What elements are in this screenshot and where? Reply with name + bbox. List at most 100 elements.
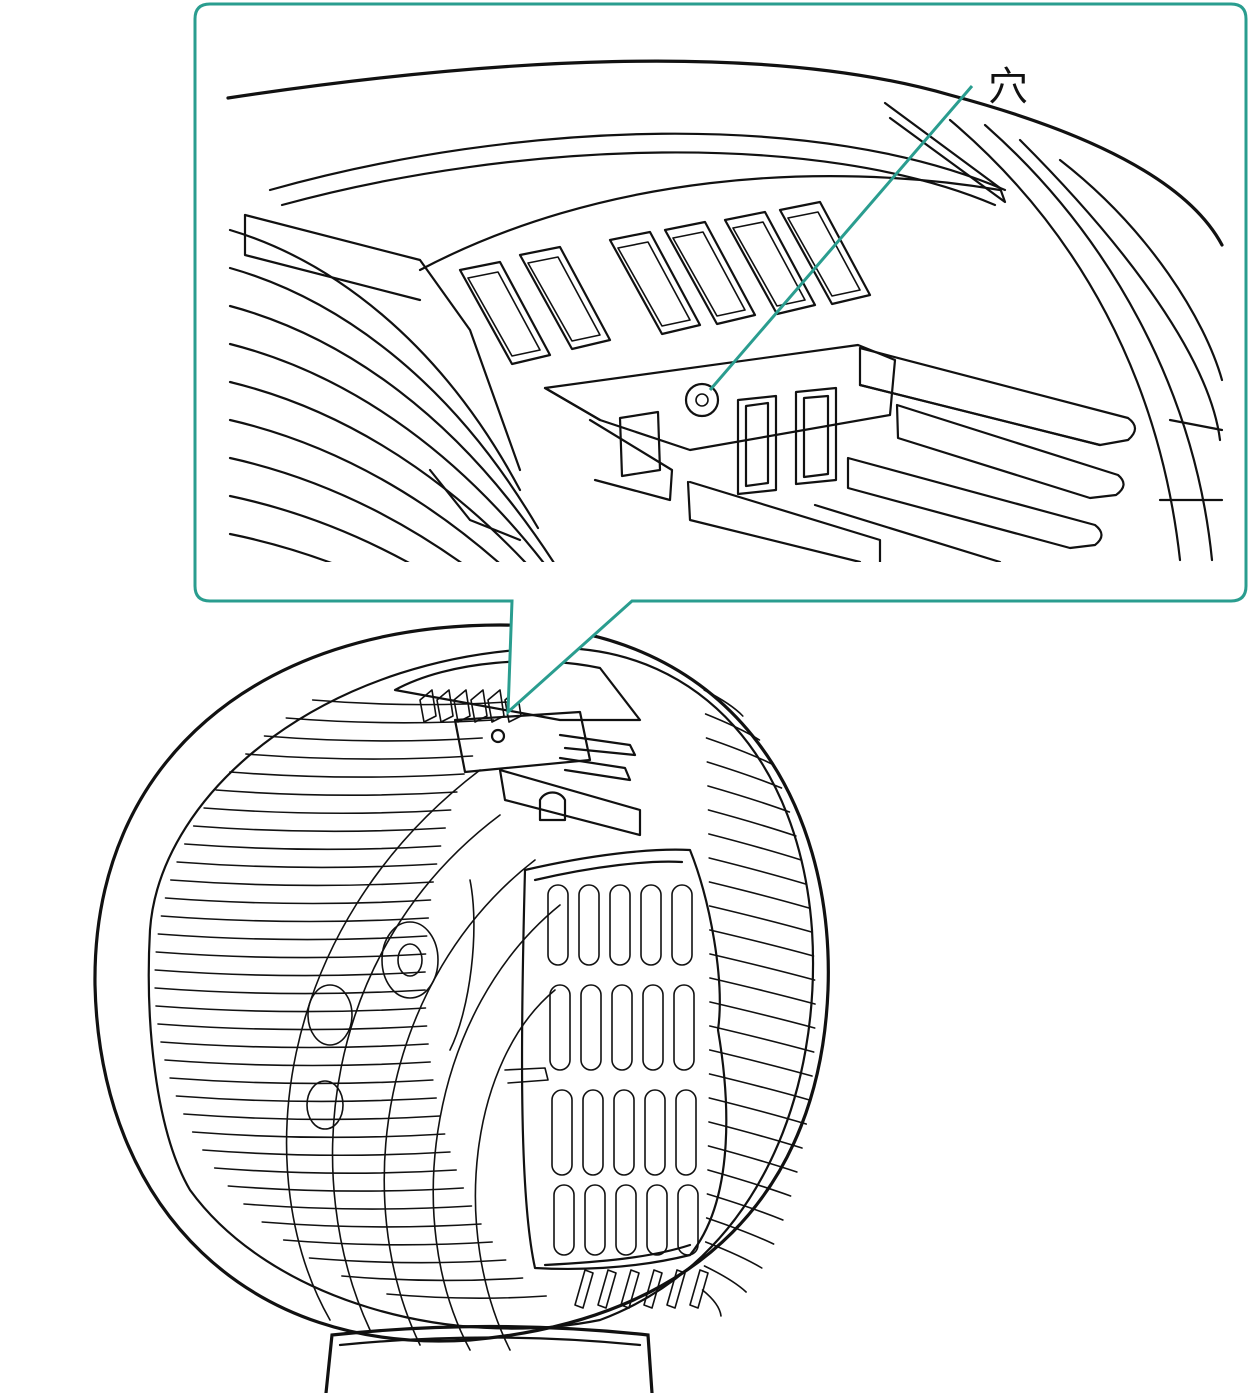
grille-slat <box>704 713 761 741</box>
panel-slot <box>615 1184 637 1256</box>
panel-slot <box>613 1089 635 1176</box>
panel-slot <box>578 884 600 966</box>
grille-slat <box>701 1289 722 1317</box>
panel-slot <box>611 984 633 1071</box>
panel-slot <box>675 1089 697 1176</box>
grille-slat <box>229 771 465 778</box>
shell-arc <box>228 418 500 562</box>
vent-opening <box>458 260 552 366</box>
grille-slat <box>707 809 797 837</box>
panel-slot <box>584 1184 606 1256</box>
panel-slot <box>574 1269 594 1309</box>
grille-slat <box>703 1265 747 1293</box>
panel-slot <box>553 1184 575 1256</box>
hole-marker-icon <box>684 382 720 418</box>
grille-slat <box>311 699 509 706</box>
panel-slot <box>580 984 602 1071</box>
vent-opening-inner <box>467 271 541 357</box>
grille-slat <box>160 1041 429 1049</box>
grille-slat <box>154 969 426 977</box>
panel-slot <box>646 1184 668 1256</box>
grille-slat <box>155 1005 427 1013</box>
panel-slot <box>547 884 569 966</box>
grille-slat <box>203 807 452 815</box>
vent-opening-inner <box>527 256 601 342</box>
grille-slat <box>160 915 430 923</box>
grille-slat <box>308 1257 507 1264</box>
vent-opening-inner <box>672 231 746 317</box>
vent-opening <box>778 200 872 306</box>
panel-slot <box>643 1269 663 1309</box>
fan-right-slats <box>701 689 816 1317</box>
grille-slat <box>202 1149 451 1157</box>
shell-arc <box>228 532 332 562</box>
grille-slat <box>705 1217 775 1245</box>
grille-slat <box>704 1241 763 1269</box>
detail-callout: 穴 <box>193 2 1248 716</box>
fan-illustration <box>93 623 830 1393</box>
shell-arc <box>228 304 555 562</box>
grille-slat <box>708 833 802 861</box>
grille-slat <box>215 789 458 797</box>
panel-slot <box>597 1269 617 1309</box>
grille-slat <box>175 1095 437 1103</box>
shell-arc <box>228 342 545 562</box>
vent-slot <box>419 689 437 723</box>
panel-slot <box>689 1269 709 1309</box>
panel-slot <box>671 884 693 966</box>
panel-slot <box>620 1269 640 1309</box>
grille-slat <box>263 735 483 742</box>
grille-slat <box>708 881 810 909</box>
grille-slat <box>708 905 813 933</box>
detail-vent-row <box>458 200 872 366</box>
vent-slot <box>470 689 488 723</box>
panel-slot <box>551 1089 573 1176</box>
shell-arc <box>228 380 527 562</box>
grille-slat <box>164 897 432 905</box>
panel-slot <box>677 1184 699 1256</box>
fan-center-panel <box>520 848 728 1309</box>
grille-slat <box>227 1185 465 1192</box>
grille-slat <box>245 753 474 760</box>
shell-arc <box>228 494 410 562</box>
grille-slat <box>191 1131 446 1139</box>
panel-slot <box>644 1089 666 1176</box>
vent-slot <box>436 689 454 723</box>
callout-leader-line <box>708 85 974 391</box>
panel-slot <box>673 984 695 1071</box>
grille-slat <box>709 929 815 957</box>
shell-arc <box>228 266 540 530</box>
vent-opening-inner <box>732 221 806 307</box>
shell-arc <box>243 213 422 302</box>
grille-slat <box>243 1203 473 1210</box>
detail-illustration <box>226 59 1224 562</box>
panel-slot <box>582 1089 604 1176</box>
grille-slat <box>261 1221 482 1228</box>
grille-slat <box>709 1001 816 1029</box>
vent-opening <box>663 220 757 326</box>
grille-slat <box>709 977 816 1005</box>
grille-slat <box>183 1113 441 1121</box>
grille-slat <box>282 1239 493 1246</box>
grille-slat <box>164 1059 431 1067</box>
fan-outer-sphere <box>93 623 830 1343</box>
grille-slat <box>184 843 442 851</box>
grille-slat <box>707 1145 798 1173</box>
panel-slot <box>549 984 571 1071</box>
panel-slot <box>666 1269 686 1309</box>
grille-slat <box>708 1121 803 1149</box>
grille-slat <box>707 1169 792 1197</box>
grille-slat <box>709 1025 815 1053</box>
grille-slat <box>154 987 426 995</box>
shell-arc <box>243 213 522 472</box>
grille-slat <box>709 1049 813 1077</box>
grille-slat <box>157 933 428 941</box>
fan-grille-rim <box>147 646 815 1330</box>
grille-slat <box>192 825 446 833</box>
detail-shell-arcs <box>228 213 555 562</box>
vent-opening-inner <box>617 241 691 327</box>
grille-slat <box>709 953 816 981</box>
callout-label: 穴 <box>988 64 1028 110</box>
fan-left-slats <box>154 699 547 1299</box>
